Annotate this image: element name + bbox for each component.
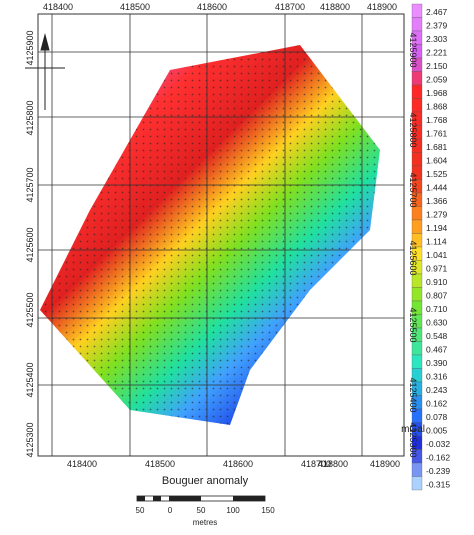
colorbar-label: 1.968 <box>426 88 448 98</box>
colorbar-label: 2.059 <box>426 74 448 84</box>
y-label-right: 4125500 <box>408 307 418 342</box>
scale-unit: metres <box>193 518 217 527</box>
colorbar-swatch <box>411 3 423 18</box>
scale-label: 0 <box>168 506 173 515</box>
colorbar-swatch <box>411 152 423 167</box>
y-label-right: 4125800 <box>408 112 418 147</box>
colorbar-swatch <box>411 17 423 32</box>
scale-label: 50 <box>136 506 145 515</box>
colorbar-label: 0.243 <box>426 385 448 395</box>
colorbar-label: -0.162 <box>426 452 450 462</box>
colorbar-label: 0.710 <box>426 304 448 314</box>
station-dots <box>40 45 380 425</box>
colorbar-swatch <box>411 273 423 288</box>
colorbar-label: 0.910 <box>426 277 448 287</box>
colorbar-label: 0.316 <box>426 371 448 381</box>
colorbar-swatch <box>411 98 423 113</box>
y-label-right: 4125600 <box>408 240 418 275</box>
x-label-top: 418600 <box>197 2 227 12</box>
y-label-left: 4125300 <box>25 422 35 457</box>
colorbar-label: 1.604 <box>426 155 448 165</box>
x-label-bottom: 418400 <box>67 459 97 469</box>
y-label-right: 4125400 <box>408 377 418 412</box>
scale-label: 100 <box>226 506 240 515</box>
y-label-right: 4125300 <box>408 422 418 457</box>
x-label-top: 418500 <box>120 2 150 12</box>
x-label-bottom: 418700 <box>301 459 331 469</box>
y-label-left: 4125800 <box>25 100 35 135</box>
colorbar-label: 0.467 <box>426 344 448 354</box>
colorbar-label: 1.868 <box>426 101 448 111</box>
colorbar-label: 1.768 <box>426 115 448 125</box>
colorbar-swatch <box>411 206 423 221</box>
colorbar-label: 1.681 <box>426 142 448 152</box>
colorbar-label: 1.525 <box>426 169 448 179</box>
colorbar-swatch <box>411 287 423 302</box>
colorbar-label: 1.366 <box>426 196 448 206</box>
colorbar-label: 2.379 <box>426 20 448 30</box>
scale-label: 50 <box>197 506 206 515</box>
colorbar-label: -0.315 <box>426 479 450 489</box>
colorbar-label: -0.032 <box>426 439 450 449</box>
x-label-top: 418700 <box>275 2 305 12</box>
y-label-left: 4125700 <box>25 167 35 202</box>
scale-label: 150 <box>261 506 275 515</box>
map-caption: Bouguer anomaly <box>162 475 249 487</box>
y-label-left: 4125600 <box>25 227 35 262</box>
y-label-left: 4125900 <box>25 30 35 65</box>
colorbar-label: -0.239 <box>426 466 450 476</box>
colorbar-label: 0.971 <box>426 263 448 273</box>
colorbar-label: 0.807 <box>426 290 448 300</box>
grid <box>38 14 404 456</box>
colorbar-label: 0.078 <box>426 412 448 422</box>
colorbar-label: 1.114 <box>426 236 447 246</box>
colorbar-swatch <box>411 84 423 99</box>
colorbar-swatch <box>411 219 423 234</box>
colorbar-swatch <box>411 341 423 356</box>
colorbar-label: 0.630 <box>426 317 448 327</box>
colorbar-label: 0.548 <box>426 331 448 341</box>
y-label-left: 4125500 <box>25 292 35 327</box>
colorbar-label: 2.467 <box>426 7 448 17</box>
colorbar-label: 0.390 <box>426 358 448 368</box>
colorbar-label: 2.221 <box>426 47 448 57</box>
colorbar-label: 0.162 <box>426 398 448 408</box>
y-label-left: 4125400 <box>25 362 35 397</box>
colorbar-swatch <box>411 71 423 86</box>
colorbar: 2.467 2.379 2.303 2.221 2.150 2.059 1.968 1.868… <box>401 3 450 491</box>
scale-bar <box>136 495 266 502</box>
colorbar-label: 1.194 <box>426 223 448 233</box>
colorbar-unit: mGal <box>401 424 425 435</box>
x-label-top: 418800 <box>320 2 350 12</box>
north-arrow <box>25 33 65 110</box>
colorbar-label: 1.041 <box>426 250 448 260</box>
x-label-top: 418900 <box>367 2 397 12</box>
x-label-bottom: 418900 <box>370 459 400 469</box>
colorbar-label: 1.761 <box>426 128 448 138</box>
colorbar-label: 1.279 <box>426 209 448 219</box>
x-label-bottom: 418500 <box>145 459 175 469</box>
colorbar-label: 0.005 <box>426 425 448 435</box>
colorbar-swatch <box>411 462 423 477</box>
colorbar-swatch <box>411 354 423 369</box>
colorbar-swatch <box>411 476 423 491</box>
colorbar-label: 2.150 <box>426 61 448 71</box>
y-label-right: 4125700 <box>408 172 418 207</box>
colorbar-label: 2.303 <box>426 34 448 44</box>
x-label-top: 418400 <box>43 2 73 12</box>
x-label-bottom: 418800 <box>318 459 348 469</box>
y-label-right: 4125900 <box>408 32 418 67</box>
x-label-bottom: 418600 <box>223 459 253 469</box>
colorbar-label: 1.444 <box>426 182 448 192</box>
